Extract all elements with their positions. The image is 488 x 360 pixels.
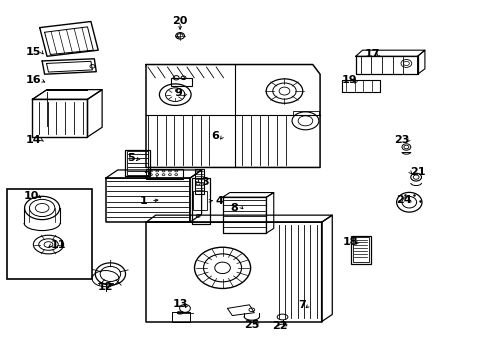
Bar (350, 235, 370, 264)
Bar (171, 78, 191, 86)
Text: 22: 22 (271, 321, 287, 331)
Text: 5: 5 (127, 153, 135, 163)
Text: 10: 10 (23, 191, 39, 201)
Text: 23: 23 (393, 135, 408, 145)
Text: 15: 15 (26, 46, 41, 57)
Text: 20: 20 (172, 17, 187, 27)
Text: 25: 25 (244, 320, 259, 330)
Text: 14: 14 (26, 135, 41, 145)
Text: 21: 21 (409, 167, 425, 177)
Text: 2: 2 (143, 171, 150, 181)
Bar (194, 168, 203, 194)
Text: 8: 8 (230, 203, 238, 213)
Text: 13: 13 (172, 299, 187, 309)
Text: 19: 19 (341, 75, 356, 85)
Text: 18: 18 (343, 237, 358, 247)
Bar (125, 149, 150, 176)
Text: 16: 16 (26, 75, 41, 85)
Bar (127, 151, 148, 175)
Text: 7: 7 (298, 300, 305, 310)
Bar (293, 111, 318, 116)
Bar (6, 189, 92, 279)
Text: 24: 24 (396, 195, 411, 205)
Text: 6: 6 (211, 131, 219, 141)
Bar (191, 178, 210, 224)
Text: 12: 12 (98, 282, 113, 292)
Text: 11: 11 (50, 240, 66, 250)
Text: 1: 1 (140, 196, 147, 206)
Text: 9: 9 (174, 88, 182, 98)
Bar (193, 191, 206, 211)
Bar (146, 168, 182, 179)
Text: 3: 3 (201, 177, 209, 187)
Text: 4: 4 (215, 196, 223, 206)
Text: 17: 17 (364, 49, 379, 59)
Bar (352, 237, 368, 262)
